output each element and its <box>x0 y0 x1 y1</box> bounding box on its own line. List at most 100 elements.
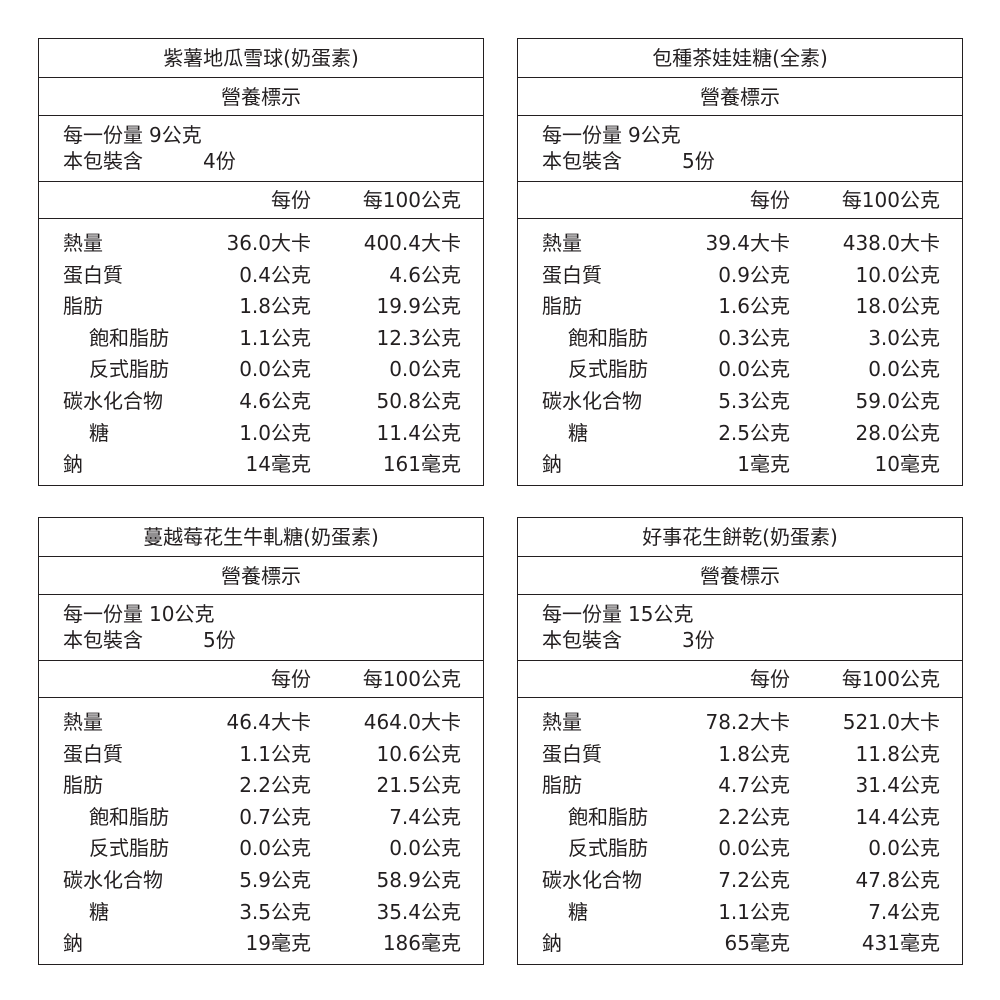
nutrient-row: 飽和脂肪 1.1公克 12.3公克 <box>39 323 483 355</box>
nutrient-table: 熱量 39.4大卡 438.0大卡 蛋白質 0.9公克 10.0公克 脂肪 1.… <box>518 228 962 481</box>
per-serving-value: 19毫克 <box>245 931 311 956</box>
nutrient-row: 反式脂肪 0.0公克 0.0公克 <box>39 354 483 386</box>
nutrient-table: 熱量 36.0大卡 400.4大卡 蛋白質 0.4公克 4.6公克 脂肪 1.8… <box>39 228 483 481</box>
per-100g-value: 18.0公克 <box>855 294 940 319</box>
product-title: 包種茶娃娃糖(全素) <box>518 39 962 78</box>
per-serving-value: 2.5公克 <box>718 420 790 445</box>
nutrient-label: 熱量 <box>63 710 103 734</box>
per-serving-value: 5.3公克 <box>718 388 790 413</box>
servings: 5份 <box>203 628 236 652</box>
per-serving-value: 1.8公克 <box>239 294 311 319</box>
per-serving-value: 0.0公克 <box>718 357 790 382</box>
per-100g-header: 每100公克 <box>841 667 940 691</box>
nutrient-label: 碳水化合物 <box>63 388 163 413</box>
nutrient-row: 脂肪 4.7公克 31.4公克 <box>518 770 962 802</box>
nutrient-row: 蛋白質 0.4公克 4.6公克 <box>39 260 483 292</box>
per-serving-value: 36.0大卡 <box>226 231 311 255</box>
per-100g-value: 521.0大卡 <box>842 710 940 734</box>
per-100g-value: 28.0公克 <box>855 420 940 445</box>
nutrient-label: 碳水化合物 <box>63 867 163 892</box>
nutrient-row: 熱量 78.2大卡 521.0大卡 <box>518 707 962 739</box>
per-100g-value: 438.0大卡 <box>842 231 940 255</box>
nutrient-label: 糖 <box>568 899 588 924</box>
per-100g-header: 每100公克 <box>841 188 940 212</box>
servings-label: 本包裝含 <box>63 149 143 173</box>
panel-subtitle: 營養標示 <box>39 557 483 595</box>
serving-size-label: 每一份量 <box>63 602 143 626</box>
per-100g-value: 19.9公克 <box>376 294 461 319</box>
nutrient-label: 糖 <box>568 420 588 445</box>
nutrition-panel: 蔓越莓花生牛軋糖(奶蛋素) 營養標示 每一份量 10公克 本包裝含 5份 每份 每1… <box>38 517 484 965</box>
product-title: 紫薯地瓜雪球(奶蛋素) <box>39 39 483 78</box>
nutrient-label: 鈉 <box>542 931 562 956</box>
nutrient-row: 反式脂肪 0.0公克 0.0公克 <box>39 833 483 865</box>
per-100g-value: 0.0公克 <box>868 357 940 382</box>
per-serving-value: 1.0公克 <box>239 420 311 445</box>
per-100g-value: 7.4公克 <box>389 804 461 829</box>
per-100g-value: 431毫克 <box>861 931 940 956</box>
per-100g-value: 161毫克 <box>382 452 461 477</box>
nutrient-label: 脂肪 <box>542 294 582 319</box>
per-serving-header: 每份 <box>750 667 790 691</box>
per-serving-value: 65毫克 <box>724 931 790 956</box>
nutrient-label: 蛋白質 <box>63 741 123 766</box>
nutrient-row: 蛋白質 1.1公克 10.6公克 <box>39 739 483 771</box>
serving-info: 每一份量 10公克 本包裝含 5份 <box>39 595 483 661</box>
nutrient-label: 熱量 <box>542 231 582 255</box>
nutrient-label: 糖 <box>89 420 109 445</box>
nutrient-table: 熱量 78.2大卡 521.0大卡 蛋白質 1.8公克 11.8公克 脂肪 4.… <box>518 707 962 960</box>
nutrient-label: 熱量 <box>542 710 582 734</box>
nutrient-row: 碳水化合物 5.3公克 59.0公克 <box>518 386 962 418</box>
nutrition-panel: 好事花生餅乾(奶蛋素) 營養標示 每一份量 15公克 本包裝含 3份 每份 每100… <box>517 517 963 965</box>
per-100g-value: 10.6公克 <box>376 741 461 766</box>
nutrient-row: 脂肪 2.2公克 21.5公克 <box>39 770 483 802</box>
per-serving-header: 每份 <box>271 667 311 691</box>
per-100g-value: 400.4大卡 <box>363 231 461 255</box>
per-100g-value: 10毫克 <box>874 452 940 477</box>
nutrient-row: 糖 2.5公克 28.0公克 <box>518 418 962 450</box>
per-100g-value: 0.0公克 <box>868 836 940 861</box>
nutrient-label: 蛋白質 <box>542 741 602 766</box>
nutrient-label: 脂肪 <box>63 773 103 798</box>
serving-size: 9公克 <box>149 123 202 147</box>
nutrient-row: 糖 3.5公克 35.4公克 <box>39 897 483 929</box>
nutrient-row: 碳水化合物 4.6公克 50.8公克 <box>39 386 483 418</box>
per-100g-value: 11.8公克 <box>855 741 940 766</box>
per-100g-value: 47.8公克 <box>855 867 940 892</box>
nutrient-row: 蛋白質 0.9公克 10.0公克 <box>518 260 962 292</box>
serving-info: 每一份量 9公克 本包裝含 4份 <box>39 116 483 182</box>
per-serving-value: 0.7公克 <box>239 804 311 829</box>
per-100g-value: 4.6公克 <box>389 262 461 287</box>
per-serving-value: 7.2公克 <box>718 867 790 892</box>
servings-label: 本包裝含 <box>542 149 622 173</box>
nutrient-row: 飽和脂肪 0.7公克 7.4公克 <box>39 802 483 834</box>
per-serving-header: 每份 <box>271 188 311 212</box>
nutrient-label: 脂肪 <box>542 773 582 798</box>
product-title: 蔓越莓花生牛軋糖(奶蛋素) <box>39 518 483 557</box>
nutrient-label: 飽和脂肪 <box>568 804 648 829</box>
servings: 5份 <box>682 149 715 173</box>
serving-size: 15公克 <box>628 602 694 626</box>
servings-label: 本包裝含 <box>63 628 143 652</box>
per-serving-value: 2.2公克 <box>718 804 790 829</box>
column-header: 每份 每100公克 <box>518 182 962 219</box>
per-serving-header: 每份 <box>750 188 790 212</box>
per-serving-value: 0.0公克 <box>239 357 311 382</box>
nutrient-label: 反式脂肪 <box>568 357 648 382</box>
per-serving-value: 1.6公克 <box>718 294 790 319</box>
per-serving-value: 4.7公克 <box>718 773 790 798</box>
nutrient-row: 糖 1.0公克 11.4公克 <box>39 418 483 450</box>
per-serving-value: 4.6公克 <box>239 388 311 413</box>
per-serving-value: 5.9公克 <box>239 867 311 892</box>
nutrient-row: 碳水化合物 7.2公克 47.8公克 <box>518 865 962 897</box>
nutrient-label: 反式脂肪 <box>89 836 169 861</box>
per-serving-value: 39.4大卡 <box>705 231 790 255</box>
nutrient-label: 鈉 <box>63 931 83 956</box>
nutrient-label: 飽和脂肪 <box>89 804 169 829</box>
per-serving-value: 1.1公克 <box>718 899 790 924</box>
servings: 4份 <box>203 149 236 173</box>
per-serving-value: 0.4公克 <box>239 262 311 287</box>
serving-info: 每一份量 15公克 本包裝含 3份 <box>518 595 962 661</box>
per-100g-value: 14.4公克 <box>855 804 940 829</box>
per-100g-value: 21.5公克 <box>376 773 461 798</box>
